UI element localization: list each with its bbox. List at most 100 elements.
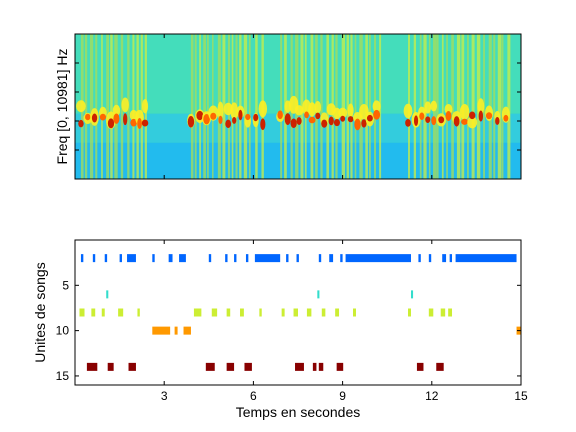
raster-mark-unit-14: [312, 362, 317, 371]
raster-mark-unit-2: [245, 254, 249, 263]
spectrogram-click: [413, 34, 417, 179]
raster-mark-unit-14: [205, 362, 215, 371]
spectrogram-click: [441, 34, 444, 179]
spectrogram-energy-core: [321, 119, 328, 128]
spectrogram-energy-core: [328, 116, 334, 126]
spectrogram-energy: [76, 100, 86, 113]
spectrogram-energy-core: [340, 115, 346, 122]
raster-mark-unit-2: [208, 254, 212, 263]
raster-mark-unit-2: [286, 254, 289, 263]
raster-mark-unit-8: [226, 308, 231, 317]
spectrogram-ticks: [75, 34, 521, 179]
raster-mark-unit-2: [152, 254, 155, 263]
raster-ytick-label: 10: [56, 324, 70, 338]
spectrogram-click: [280, 34, 283, 179]
spectrogram-energy-core: [361, 119, 367, 128]
spectrogram-energy-core: [495, 117, 500, 125]
spectrogram-click: [95, 34, 98, 179]
raster-mark-unit-2: [455, 254, 517, 263]
raster-ytick-label: 5: [62, 278, 69, 292]
raster-ticks: 3 6 9 12 15 5 10 15: [56, 240, 528, 403]
spectrogram-click: [222, 34, 226, 179]
spectrogram-click: [203, 34, 206, 179]
raster-mark-unit-10: [152, 326, 171, 335]
raster-xtick-label: 3: [161, 389, 168, 403]
spectrogram-click: [501, 34, 504, 179]
spectrogram-click: [194, 34, 197, 179]
spectrogram-click: [110, 34, 113, 179]
raster-mark-unit-8: [428, 308, 434, 317]
raster-mark-unit-10: [174, 326, 178, 335]
spectrogram-energy-core: [113, 113, 120, 124]
raster-mark-unit-2: [428, 254, 432, 263]
raster-mark-unit-8: [137, 308, 140, 317]
raster-mark-unit-2: [179, 254, 186, 263]
spectrogram-energy: [467, 116, 478, 129]
raster-mark-unit-8: [353, 308, 356, 317]
spectrogram-click: [320, 34, 323, 179]
spectrogram-energy-core: [445, 111, 452, 121]
raster-mark-unit-2: [104, 254, 108, 263]
raster-mark-unit-6: [106, 290, 109, 299]
spectrogram-energy-core: [373, 109, 381, 120]
spectrogram-energy-core: [296, 117, 302, 125]
spectrogram-energy-core: [503, 114, 509, 122]
raster-xtick-label: 9: [339, 389, 346, 403]
spectrogram-click: [346, 34, 349, 179]
raster-frame: [74, 239, 522, 386]
spectrogram-energy-core: [431, 116, 437, 126]
spectrogram-energy-core: [419, 112, 425, 120]
spectrogram-click: [456, 34, 461, 179]
spectrogram-energy-core: [245, 113, 251, 121]
raster-mark-unit-2: [225, 254, 228, 263]
raster-marks: [79, 254, 521, 371]
spectrogram-energy: [135, 109, 144, 126]
spectrogram-click: [101, 34, 103, 179]
spectrogram-energy-core: [405, 119, 411, 127]
raster-mark-unit-8: [321, 308, 326, 317]
raster-mark-unit-2: [92, 254, 96, 263]
raster-mark-unit-14: [318, 362, 324, 371]
spectrogram-energy-core: [218, 115, 223, 125]
spectrogram-click: [341, 34, 346, 179]
spectrogram-energy-core: [315, 112, 321, 120]
raster-ytick-label: 15: [56, 369, 70, 383]
spectrogram-energy: [230, 102, 239, 120]
raster-mark-unit-2: [318, 254, 322, 263]
spectrogram-frame: [74, 33, 522, 180]
spectrogram-energy: [372, 100, 381, 113]
spectrogram-click: [335, 34, 338, 179]
spectrogram-click: [243, 34, 248, 179]
spectrogram-energy-core: [333, 118, 341, 127]
raster-mark-unit-2: [234, 254, 237, 263]
spectrogram-energy-core: [366, 114, 373, 122]
spectrogram-ylabel: Freq [0, 10981] Hz: [54, 49, 70, 165]
raster-mark-unit-14: [244, 362, 252, 371]
raster-mark-unit-2: [345, 254, 411, 263]
spectrogram-click: [451, 34, 454, 179]
spectrogram-energy-core: [141, 119, 149, 127]
raster-mark-unit-2: [442, 254, 447, 263]
raster-mark-unit-14: [107, 362, 114, 371]
spectrogram-energy-core: [210, 112, 217, 120]
raster-mark-unit-8: [281, 308, 285, 317]
spectrogram-energy-core: [425, 116, 431, 123]
spectrogram-energy-core: [137, 117, 142, 129]
raster-mark-unit-8: [259, 308, 262, 317]
spectrogram-energy-core: [413, 115, 419, 127]
raster-mark-unit-2: [418, 254, 421, 263]
raster-mark-unit-8: [306, 308, 312, 317]
spectrogram-click: [354, 34, 357, 179]
raster-mark-unit-8: [335, 308, 340, 317]
raster-mark-unit-8: [448, 308, 453, 317]
raster-mark-unit-14: [436, 362, 444, 371]
spectrogram-energy-core: [238, 109, 243, 121]
spectrogram-image: [75, 34, 521, 179]
spectrogram-click: [436, 34, 439, 179]
spectrogram-energy-core: [478, 110, 484, 122]
raster-mark-unit-2: [168, 254, 173, 263]
raster-mark-unit-14: [416, 362, 424, 371]
raster-mark-unit-8: [193, 308, 202, 317]
raster-mark-unit-2: [254, 254, 281, 263]
